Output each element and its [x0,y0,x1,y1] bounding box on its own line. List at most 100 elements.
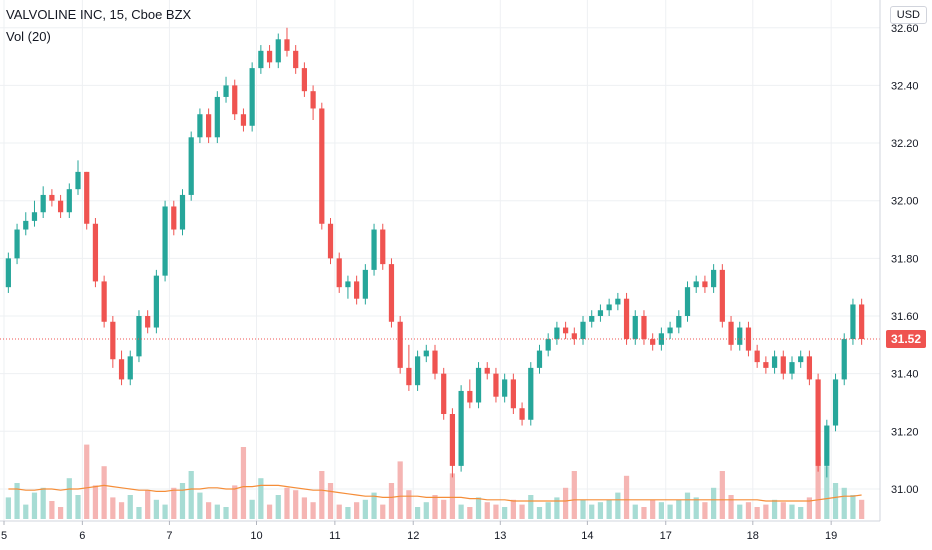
candle-body [327,223,334,259]
candle-body [84,171,90,224]
candle-body [275,39,281,63]
candle-body [580,321,586,340]
candle-body [57,200,64,213]
candle-body [354,281,360,299]
candle-body [832,379,839,426]
candle-body [31,212,38,221]
candle-body [223,85,229,97]
candle-body [510,379,516,409]
last-price-tag: 31.52 [886,330,926,349]
candle-body [589,316,595,322]
volume-bar [145,490,151,519]
volume-bar [345,507,351,519]
currency-button[interactable]: USD [889,6,927,24]
volume-bar [754,507,760,519]
candle-body [293,50,299,69]
candle-body [702,281,708,288]
symbol-title: VALVOLINE INC, 15, Cboe BZX [6,7,192,22]
candle-body [66,189,72,213]
volume-bar [57,507,64,519]
volume-bar [493,504,499,519]
price-tick-label: 32.40 [891,80,919,92]
candle-body [362,269,368,299]
candle-body [841,339,847,380]
candle-body [214,96,220,138]
volume-bar [171,487,177,519]
volume-bar [824,466,830,519]
volume-bar [580,499,586,519]
candle-body [101,281,107,322]
volume-bar [441,499,447,519]
candle-body [623,298,630,340]
candle-body [780,356,786,374]
volume-bar [562,487,569,519]
volume-bar [397,461,403,519]
candle-body [745,327,752,351]
volume-bar [658,502,664,519]
candle-body [615,298,621,305]
candle-body [850,304,856,340]
price-axis[interactable]: 31.00 31.20 31.40 31.60 31.80 32.00 32.20 32.40… [891,23,919,496]
volume-bar [745,502,752,519]
volume-bar [118,502,125,519]
candle-body [371,229,377,270]
time-axis[interactable]: 5 6 7 10 11 12 13 14 17 18 19 [1,521,837,542]
volume-bar [832,483,839,519]
volume-bar [266,504,273,519]
candle-body [789,362,795,374]
volume-bar [127,495,133,519]
candle-body [754,350,760,363]
volume-bar [162,504,168,519]
volume-bar [623,475,630,519]
volume-bar [232,485,238,519]
candle-body [806,356,813,380]
volume-bar [467,507,473,519]
candle-body [554,327,560,340]
candle-body [75,171,81,190]
price-tick-label: 31.00 [891,484,919,496]
volume-bar [362,499,368,519]
time-tick-label: 7 [166,530,172,542]
candle-body [493,373,499,397]
candle-body [136,316,142,357]
time-tick-label: 17 [660,530,672,542]
volume-bar [14,483,20,519]
candle-body [258,50,264,69]
candle-body [693,281,699,288]
volume-bar [327,483,334,519]
time-tick-label: 13 [494,530,506,542]
candle-body [771,356,778,368]
candle-body [284,39,290,51]
volume-bar [258,478,264,519]
candle-body [92,223,99,282]
volume-bar [510,499,516,519]
time-tick-label: 5 [1,530,7,542]
volume-bar [223,507,229,519]
candle-body [528,367,534,420]
volume-bar [301,497,308,519]
volume-bar [432,495,438,519]
volume-bar [728,495,734,519]
volume-bar [406,490,412,519]
volume-bar [110,497,116,519]
candle-body [719,269,725,322]
candle-body [641,316,647,340]
candle-body [301,68,308,92]
volume-bar [789,504,795,519]
candle-body [197,114,203,138]
candle-body [179,194,186,230]
candle-body [118,359,125,380]
candle-body [423,350,429,357]
volume-bar [388,483,395,519]
volume-bar [841,487,847,519]
candle-body [562,327,569,334]
candle-body [458,390,464,466]
volume-bar [249,499,255,519]
volume-bar [545,502,551,519]
volume-bar [702,502,708,519]
volume-indicator-label[interactable]: Vol (20) [6,29,51,44]
volume-bar [188,471,194,519]
volume-bar [101,466,107,519]
volume-bar [179,483,186,519]
